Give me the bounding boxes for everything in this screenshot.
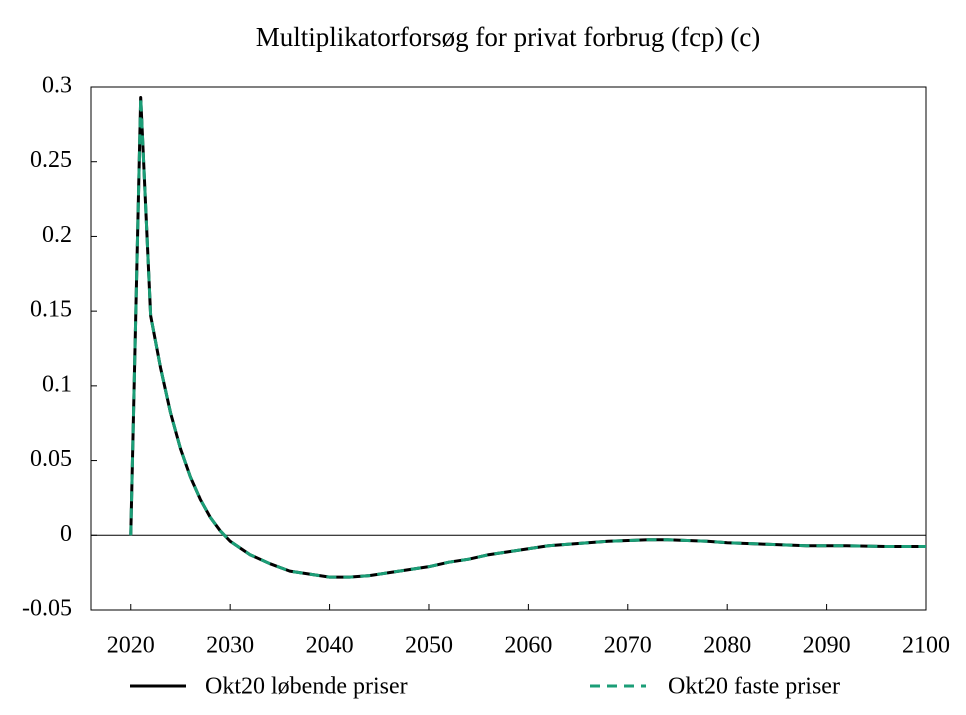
x-tick-label: 2080 [703,633,751,659]
x-tick-label: 2090 [803,633,851,659]
series-line [129,95,926,579]
y-tick-label: 0.2 [42,222,72,248]
x-tick-label: 2050 [405,633,453,659]
y-tick-label: 0.25 [30,147,72,173]
plot-frame [90,86,927,611]
y-tick-label: 0.05 [30,446,72,472]
y-tick-label: 0.1 [42,371,72,397]
chart-title: Multiplikatorforsøg for privat forbrug (… [256,22,761,52]
y-tick-label: 0.3 [42,73,72,99]
x-tick-label: 2030 [206,633,254,659]
x-tick-label: 2040 [306,633,354,659]
legend-label: Okt20 løbende priser [205,674,408,700]
y-tick-label: 0.15 [30,297,72,323]
series-line [129,95,926,579]
x-tick-label: 2060 [504,633,552,659]
legend-label: Okt20 faste priser [668,674,840,700]
x-tick-label: 2020 [107,633,155,659]
y-tick-label: -0.05 [22,596,72,622]
y-tick-label: 0 [60,521,72,547]
x-tick-label: 2070 [604,633,652,659]
x-tick-label: 2100 [902,633,950,659]
